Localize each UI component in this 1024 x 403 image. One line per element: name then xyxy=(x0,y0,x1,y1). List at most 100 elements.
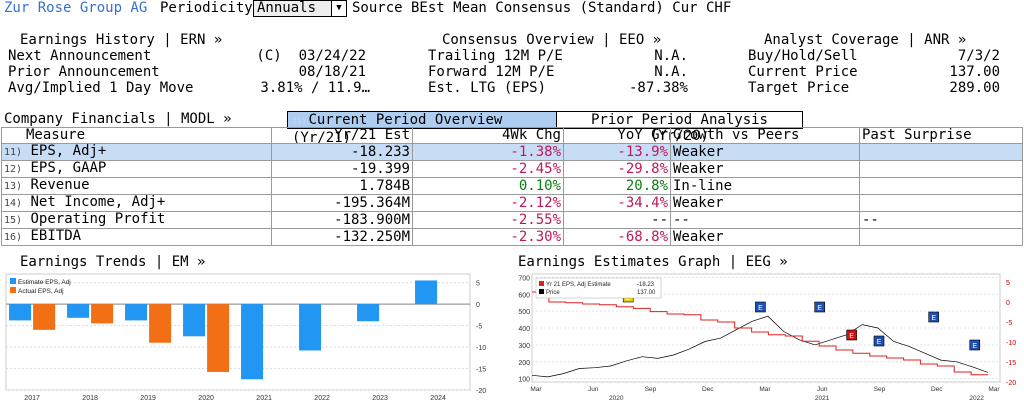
row-measure: EBITDA xyxy=(30,228,82,244)
buy-hold-sell-value: 7/3/2 xyxy=(957,48,1000,64)
legend-swatch xyxy=(10,278,16,284)
periodicity-label: Periodicity xyxy=(160,0,253,16)
year-label: 2021 xyxy=(815,395,830,402)
x-tick-label: 2022 xyxy=(314,395,330,402)
row-peers: Weaker xyxy=(670,160,860,178)
row-yoy: 20.8% xyxy=(563,177,671,195)
bar-estimate xyxy=(183,304,206,337)
row-est: -183.900M xyxy=(271,211,413,229)
estimate-marker-label: E xyxy=(931,315,936,322)
legend-value: 137.00 xyxy=(637,290,656,296)
y-left-tick-label: 700 xyxy=(518,275,530,282)
y-tick-label: -10 xyxy=(476,345,486,352)
row-est: -18.233 xyxy=(271,143,413,161)
x-tick-label: 2018 xyxy=(82,395,98,402)
row-chg: -1.38% xyxy=(412,143,564,161)
bar-actual xyxy=(91,304,114,324)
row-chg: -2.45% xyxy=(412,160,564,178)
trailing-pe-label: Trailing 12M P/E xyxy=(428,48,563,64)
bar-estimate xyxy=(415,280,438,305)
estimate-line xyxy=(532,291,989,376)
legend-value: -18.23 xyxy=(637,282,655,288)
consensus-title[interactable]: Consensus Overview | EEO » xyxy=(442,32,662,48)
row-peers: In-line xyxy=(670,177,860,195)
y-left-tick-label: 300 xyxy=(518,343,530,350)
row-peers: Weaker xyxy=(670,194,860,212)
x-tick-label: Sep xyxy=(645,386,657,393)
x-tick-label: 2020 xyxy=(198,395,214,402)
table-row[interactable]: 15) Operating Profit -183.900M -2.55% --… xyxy=(1,211,1023,229)
legend-label: Yr 21 EPS, Adj Estimate xyxy=(546,282,611,288)
col-yoy-gr[interactable]: YoY Gr xyxy=(563,127,671,144)
company-financials-title[interactable]: Company Financials | MODL » xyxy=(4,111,232,127)
source-text: Source BEst Mean Consensus (Standard) Cu… xyxy=(352,0,732,16)
table-row[interactable]: 13) Revenue 1.784B 0.10% 20.8% In-line xyxy=(1,177,1023,195)
earnings-trends-chart: 5 0 -5 -10 -15 -20 2017 2018 2019 2020 2021 2022 202… xyxy=(5,273,486,402)
y-right-tick-label: 5 xyxy=(1006,280,1010,287)
y-tick-label: 0 xyxy=(476,302,480,309)
y-right-tick-label: -5 xyxy=(1006,320,1012,327)
table-row[interactable]: 11) EPS, Adj+ -18.233 -1.38% -13.9% Weak… xyxy=(1,143,1023,161)
avg-implied-move-value: 3.81% / 11.9… xyxy=(260,80,370,96)
bar-estimate xyxy=(125,304,148,321)
row-surprise xyxy=(859,228,1023,246)
legend-swatch xyxy=(10,287,16,293)
chevron-down-icon[interactable]: ▼ xyxy=(331,1,346,16)
y-left-tick-label: 100 xyxy=(518,377,530,384)
table-row[interactable]: 16) EBITDA -132.250M -2.30% -68.8% Weake… xyxy=(1,228,1023,246)
col-growth-vs-peers[interactable]: Growth vs Peers xyxy=(670,127,860,144)
col-yr21-est[interactable]: Yr/21 Est xyxy=(271,127,413,144)
row-est: -195.364M xyxy=(271,194,413,212)
tab-current-number: 71) xyxy=(292,117,307,126)
row-yoy: -29.8% xyxy=(563,160,671,178)
analyst-coverage-title[interactable]: Analyst Coverage | ANR » xyxy=(764,32,967,48)
x-tick-label: Mar xyxy=(530,386,542,393)
bar-estimate xyxy=(299,304,322,351)
y-right-tick-label: -15 xyxy=(1006,360,1016,367)
legend-swatch xyxy=(539,281,544,286)
row-chg: -2.55% xyxy=(412,211,564,229)
col-measure[interactable]: Measure xyxy=(1,127,272,144)
x-tick-label: Mar xyxy=(988,386,1000,393)
company-name[interactable]: Zur Rose Group AG xyxy=(4,0,148,16)
earnings-trends-title[interactable]: Earnings Trends | EM » xyxy=(20,254,206,270)
col-4wk-chg[interactable]: 4Wk Chg xyxy=(412,127,564,144)
row-chg: -2.12% xyxy=(412,194,564,212)
periodicity-select[interactable]: Annuals ▼ xyxy=(253,0,347,17)
bar-estimate xyxy=(67,304,90,318)
row-chg: -2.30% xyxy=(412,228,564,246)
next-announcement-value: (C) 03/24/22 xyxy=(256,48,366,64)
target-price-label: Target Price xyxy=(748,80,850,96)
financials-table: Measure Yr/21 Est 4Wk Chg YoY Gr Growth … xyxy=(1,127,1023,246)
x-tick-label: Dec xyxy=(702,386,714,393)
row-yoy: -13.9% xyxy=(563,143,671,161)
y-tick-label: -5 xyxy=(476,324,482,331)
current-price-label: Current Price xyxy=(748,64,858,80)
table-row[interactable]: 12) EPS, GAAP -19.399 -2.45% -29.8% Weak… xyxy=(1,160,1023,178)
periodicity-value: Annuals xyxy=(257,0,317,16)
y-left-tick-label: 400 xyxy=(518,326,530,333)
price-line xyxy=(531,315,989,378)
row-est: -132.250M xyxy=(271,228,413,246)
ltg-eps-value: -87.38% xyxy=(628,80,688,96)
row-number: 13) xyxy=(4,181,23,192)
bar-actual xyxy=(149,304,172,343)
y-left-tick-label: 600 xyxy=(518,292,530,299)
table-row[interactable]: 14) Net Income, Adj+ -195.364M -2.12% -3… xyxy=(1,194,1023,212)
estimates-graph-title[interactable]: Earnings Estimates Graph | EEG » xyxy=(518,254,788,270)
row-surprise xyxy=(859,177,1023,195)
x-tick-label: Jun xyxy=(588,386,599,393)
x-tick-label: Mar xyxy=(759,386,771,393)
col-past-surprise[interactable]: Past Surprise xyxy=(859,127,1023,144)
row-surprise xyxy=(859,160,1023,178)
earnings-estimates-chart: 700 600 500 400 300 200 100 5 0 -5 -10 -15 -20 E E E E E E… xyxy=(518,273,1016,402)
legend-label: Estimate EPS, Adj xyxy=(18,279,71,286)
estimate-marker xyxy=(755,301,766,313)
y-right-tick-label: -10 xyxy=(1006,340,1016,347)
row-peers: Weaker xyxy=(670,228,860,246)
earnings-history-title[interactable]: Earnings History | ERN » xyxy=(20,32,223,48)
row-number: 14) xyxy=(4,198,23,209)
row-number: 15) xyxy=(4,215,23,226)
row-est: -19.399 xyxy=(271,160,413,178)
estimate-marker xyxy=(873,335,885,347)
